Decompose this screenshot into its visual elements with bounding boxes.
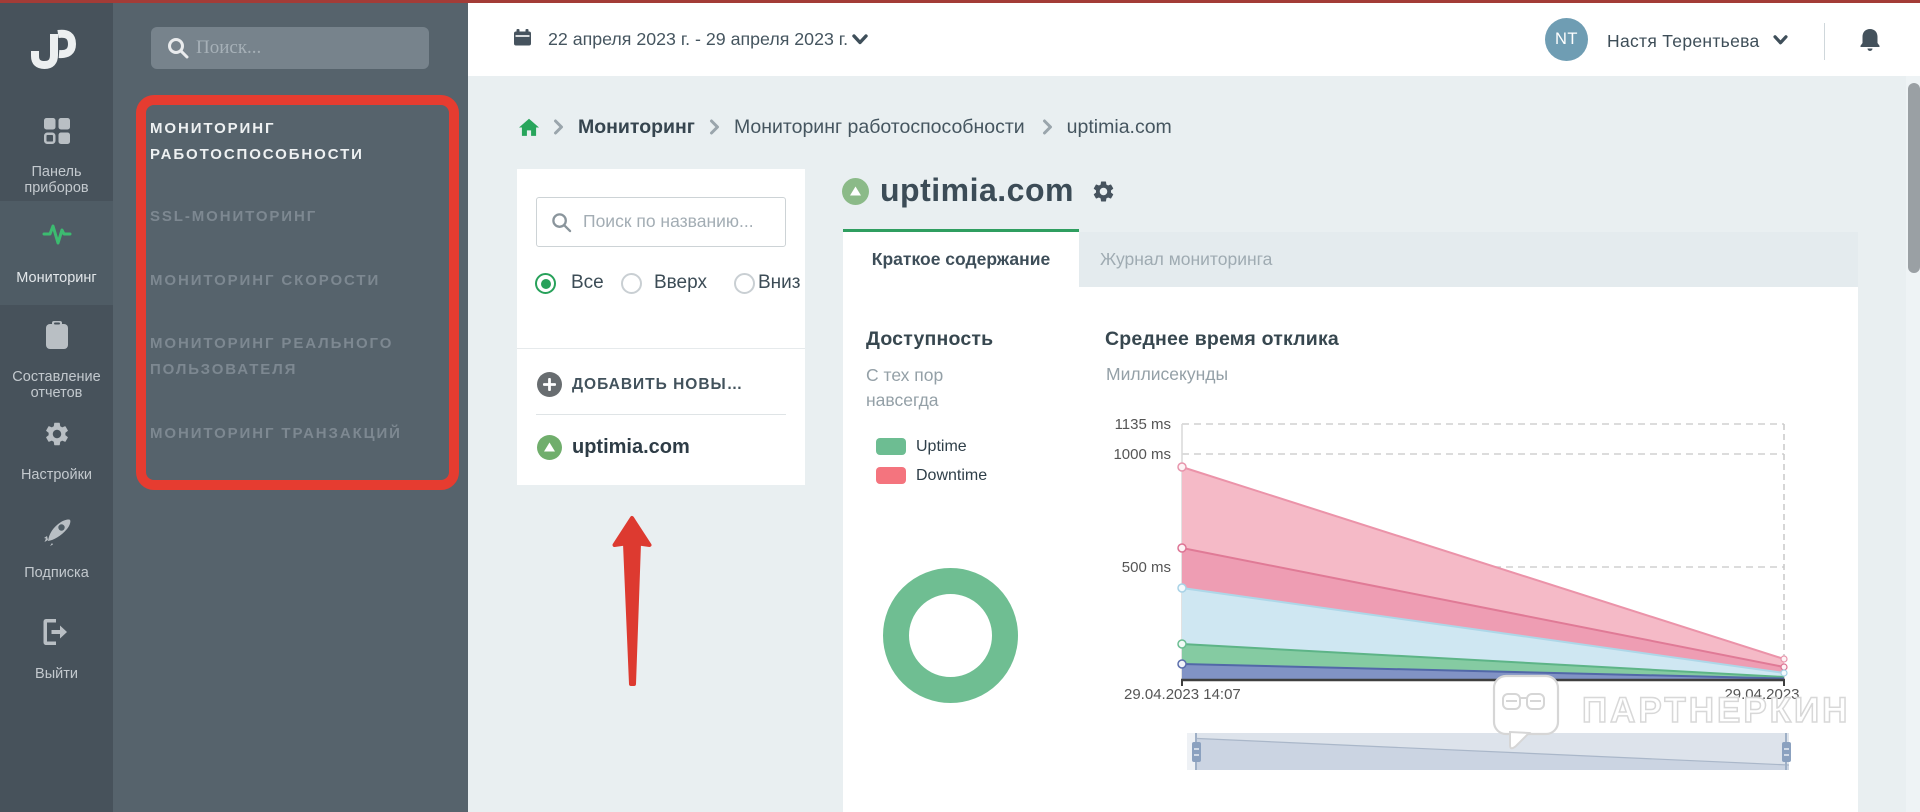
svg-text:29.04.2023 14:07: 29.04.2023 14:07 — [1124, 686, 1241, 703]
svg-text:1135 ms: 1135 ms — [1115, 416, 1171, 433]
svg-text:500 ms: 500 ms — [1122, 559, 1171, 576]
svg-text:ПАРТНЕРКИН: ПАРТНЕРКИН — [1582, 691, 1850, 730]
svg-text:1000 ms: 1000 ms — [1113, 446, 1171, 463]
svg-text:29.04.2023: 29.04.2023 — [1724, 686, 1799, 703]
